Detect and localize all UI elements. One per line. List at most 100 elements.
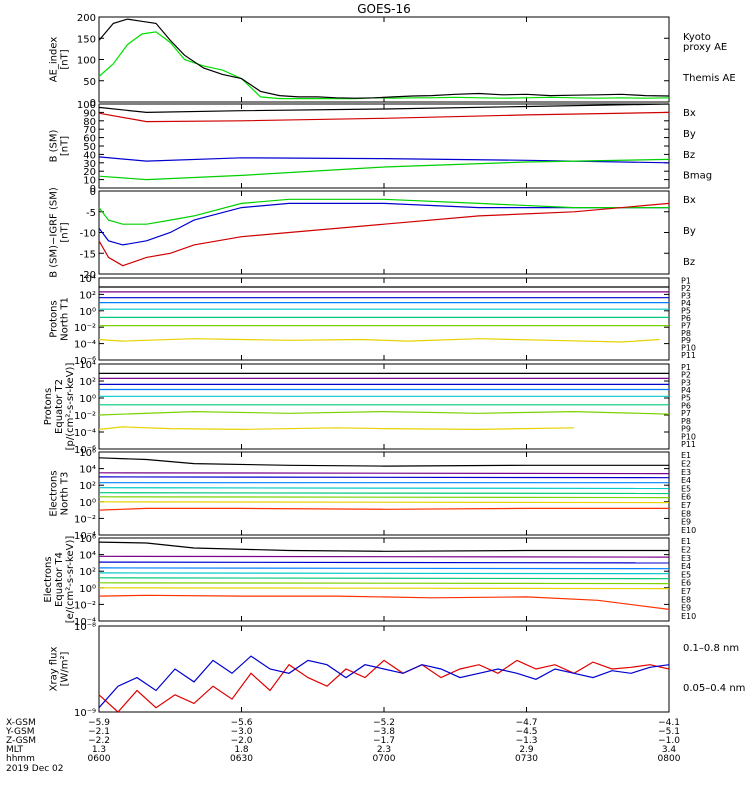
legend-entry: E2 [681,546,691,555]
series-line [98,487,670,490]
legend-entry: E4 [681,562,691,571]
legend-entry: Bz [683,150,695,161]
panel-frame [98,363,670,450]
series-line [98,594,670,610]
legend-entry: P8 [681,417,691,426]
series-line [98,655,670,709]
orbit-value: 2.9 [519,745,534,755]
y-tick-label: 10² [79,481,96,492]
legend-entry: P2 [681,284,691,293]
y-tick-label: 10² [79,290,96,301]
y-tick-label: 150 [77,34,96,45]
y-tick-label: -5 [86,208,96,219]
y-tick-label: 10⁻⁶ [74,445,96,456]
legend-entry: proxy AE [683,42,727,53]
legend-entry: E2 [681,460,691,469]
series-line [98,496,670,499]
legend-entry: E8 [681,595,691,604]
y-tick-label: 200 [77,13,96,24]
series-line [98,111,670,123]
legend-entry: P8 [681,329,691,338]
series-line [98,156,670,164]
y-tick-label: -15 [80,249,96,260]
y-tick-label: 10 [83,176,96,187]
y-axis-label: Protons [49,300,60,337]
series-line [98,501,670,504]
orbit-value: −3.8 [373,727,395,737]
y-tick-label: 10⁴ [79,465,96,476]
legend-entry: 0.05–0.4 nm [683,683,745,694]
legend-entry: P2 [681,371,691,380]
y-tick-label: 0 [90,184,96,195]
y-axis-label: [nT] [60,222,71,242]
orbit-value: −5.6 [231,718,253,728]
orbit-row-label: X-GSM [6,718,36,728]
y-axis-label: [e/(cm²-s-sr-keV)] [65,536,76,624]
series-line [98,492,670,495]
y-tick-label: 10⁻⁴ [74,617,96,628]
y-tick-label: 10⁶ [79,448,96,459]
y-axis-label: B (SM)−IGRF (SM) [49,187,60,278]
legend-entry: P3 [681,378,691,387]
legend-entry: By [683,226,696,237]
orbit-value: −3.0 [231,727,253,737]
y-axis-label: Electrons [49,470,60,516]
y-tick-label: 10⁰ [79,394,96,405]
legend-entry: P9 [681,425,691,434]
y-axis-label: Electrons [43,556,54,602]
series-line [98,472,670,475]
orbit-value: −1.0 [658,736,680,746]
legend-entry: P7 [681,321,691,330]
orbit-value: 0600 [88,754,111,764]
y-tick-label: 70 [83,125,96,136]
y-tick-label: 90 [83,108,96,119]
legend-entry: E4 [681,476,691,485]
plot-title: GOES-16 [357,2,411,16]
legend-entry: E3 [681,554,691,563]
y-tick-label: 50 [83,77,96,88]
y-axis-label: Xray flux [49,647,60,692]
orbit-value: 3.4 [662,745,677,755]
legend-entry: P10 [681,344,696,353]
legend-entry: Bx [683,108,696,119]
legend-entry: By [683,129,696,140]
legend-entry: E7 [681,501,691,510]
series-line [98,103,670,114]
y-tick-label: 10⁻⁸ [74,622,96,633]
y-tick-label: 10⁻⁹ [74,708,96,719]
legend-entry: E10 [681,612,696,621]
orbit-value: −4.1 [658,718,680,728]
legend-entry: P6 [681,314,691,323]
y-tick-label: 10² [79,377,96,388]
legend-entry: E9 [681,518,691,527]
orbit-value: 1.8 [234,745,249,755]
series-line [98,577,670,580]
series-line [98,198,669,225]
orbit-row-label: Z-GSM [6,736,36,746]
orbit-value: 2.3 [377,745,391,755]
y-tick-label: 10⁰ [79,498,96,509]
y-tick-label: 10⁴ [79,360,96,371]
series-line [98,202,669,246]
y-axis-label: Equator T2 [54,379,65,434]
series-line [98,572,670,575]
y-tick-label: 10⁻² [74,600,96,611]
legend-entry: E1 [681,451,691,460]
y-tick-label: 100 [77,100,96,111]
y-tick-label: 10⁻⁴ [74,428,96,439]
y-axis-label: North T1 [60,297,71,341]
legend-entry: E10 [681,526,696,535]
orbit-value: −5.2 [373,718,395,728]
legend-entry: P1 [681,363,691,372]
y-tick-label: 10⁻² [74,411,96,422]
series-line [98,457,669,467]
legend-entry: E7 [681,587,691,596]
legend-entry: E3 [681,468,691,477]
orbit-value: 0700 [373,754,396,764]
legend-entry: E1 [681,537,691,546]
series-line [98,561,670,564]
orbit-value: −5.1 [658,727,680,737]
y-tick-label: 10⁻⁶ [74,356,96,367]
